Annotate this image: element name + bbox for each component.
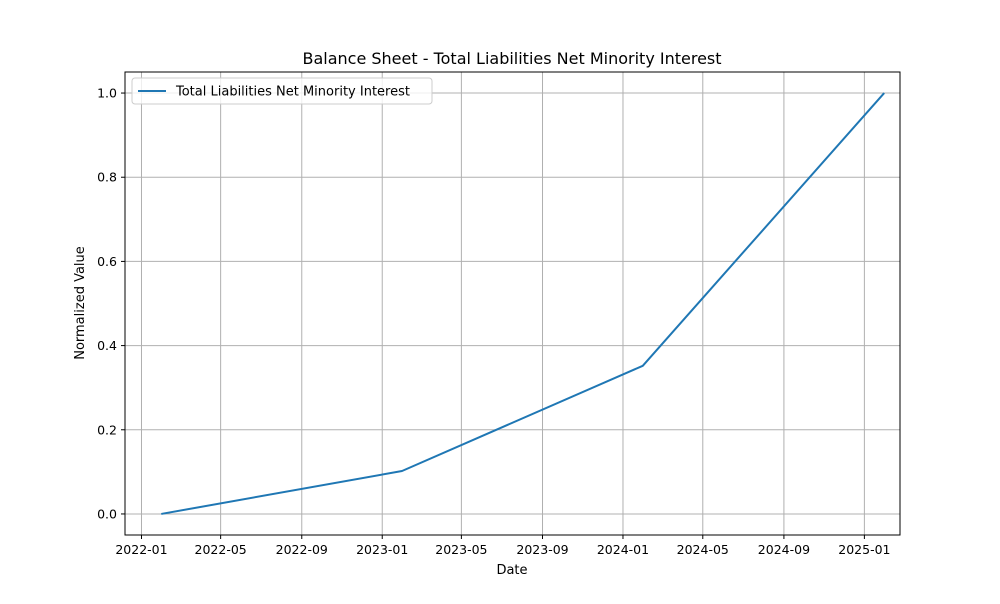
x-tick-label: 2023-01: [356, 542, 408, 557]
y-tick-label: 1.0: [97, 86, 117, 101]
y-axis-label: Normalized Value: [73, 246, 88, 360]
x-tick-label: 2024-05: [677, 542, 729, 557]
x-tick-label: 2023-05: [435, 542, 487, 557]
y-tick-label: 0.4: [97, 338, 117, 353]
legend-label: Total Liabilities Net Minority Interest: [175, 85, 410, 100]
y-tick-label: 0.2: [97, 422, 117, 437]
x-tick-label: 2024-09: [758, 542, 810, 557]
legend: Total Liabilities Net Minority Interest: [132, 78, 432, 104]
x-tick-label: 2022-01: [115, 542, 167, 557]
y-tick-label: 0.6: [97, 254, 117, 269]
y-tick-label: 0.8: [97, 170, 117, 185]
chart-title: Balance Sheet - Total Liabilities Net Mi…: [302, 49, 721, 68]
x-tick-label: 2022-09: [276, 542, 328, 557]
x-tick-label: 2024-01: [597, 542, 649, 557]
y-tick-label: 0.0: [97, 506, 117, 521]
x-tick-label: 2022-05: [195, 542, 247, 557]
x-tick-label: 2023-09: [516, 542, 568, 557]
x-axis-label: Date: [496, 563, 527, 578]
x-tick-label: 2025-01: [838, 542, 890, 557]
